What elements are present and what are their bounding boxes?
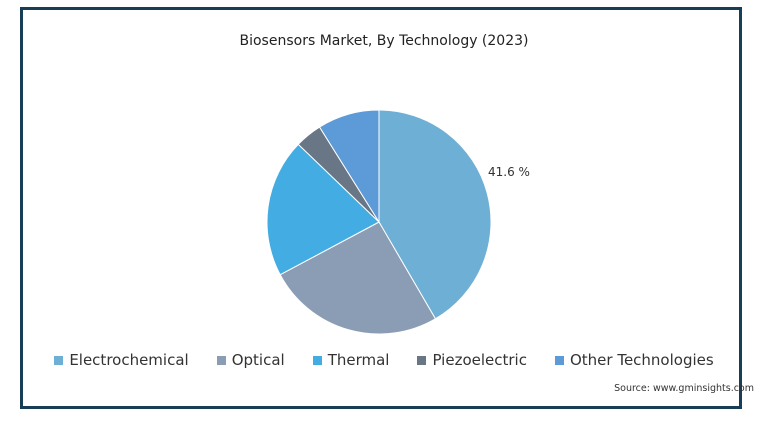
pie-slice-thermal — [266, 143, 380, 276]
pie-slice-other-technologies — [318, 109, 380, 224]
legend-label: Thermal — [327, 351, 390, 369]
legend-label: Electrochemical — [69, 351, 189, 369]
legend-label: Piezoelectric — [432, 351, 527, 369]
legend-swatch-electrochemical — [54, 355, 64, 365]
legend: Electrochemical Optical Thermal Piezoele… — [0, 351, 768, 369]
legend-item-other-technologies: Other Technologies — [554, 351, 714, 369]
chart-title: Biosensors Market, By Technology (2023) — [239, 33, 529, 49]
legend-item-electrochemical: Electrochemical — [54, 351, 189, 369]
data-label-electrochemical: 41.6 % — [488, 165, 530, 179]
legend-swatch-optical — [216, 355, 226, 365]
legend-item-piezoelectric: Piezoelectric — [417, 351, 527, 369]
legend-label: Other Technologies — [569, 351, 714, 369]
pie-slice-electrochemical — [378, 109, 492, 320]
legend-swatch-thermal — [312, 355, 322, 365]
legend-swatch-piezoelectric — [417, 355, 427, 365]
legend-item-thermal: Thermal — [312, 351, 390, 369]
pie-slice-optical — [279, 221, 437, 335]
legend-swatch-other-technologies — [554, 355, 564, 365]
source-note: Source: www.gminsights.com — [614, 383, 754, 394]
legend-label: Optical — [231, 351, 285, 369]
legend-item-optical: Optical — [216, 351, 285, 369]
